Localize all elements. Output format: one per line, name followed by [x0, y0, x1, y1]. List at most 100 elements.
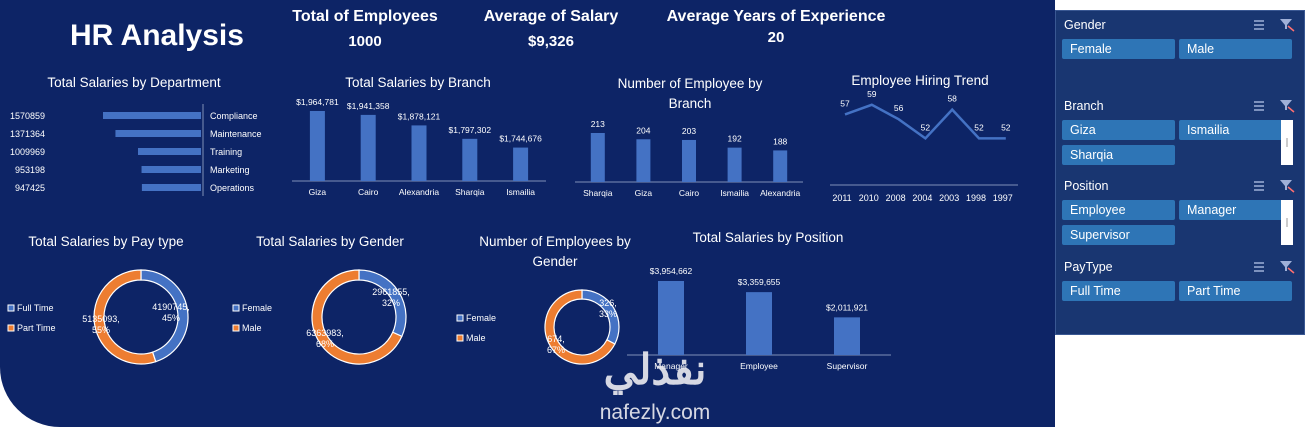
category-label: Ismailia	[720, 188, 749, 198]
category-label: Cairo	[358, 187, 379, 197]
chart-title-paytype: Total Salaries by Pay type	[28, 234, 183, 249]
data-label: $1,744,676	[499, 134, 542, 144]
chart-hiring: 57 2011 59 2010 56 2008 52 2004 58 2003 52 1998 52 19…	[830, 89, 1018, 203]
bar	[141, 184, 201, 191]
trend-line	[844, 103, 1006, 141]
kpi-salary: Average of Salary $9,326	[484, 8, 619, 50]
chart-title-line: Gender	[532, 254, 578, 269]
data-label: 4190745,	[152, 302, 190, 312]
category-label: Alexandria	[760, 188, 800, 198]
data-label: 326,	[599, 298, 617, 308]
kpi-label: Average of Salary	[484, 8, 619, 25]
data-label: 947425	[15, 183, 45, 193]
category-label: Sharqia	[455, 187, 485, 197]
kpi-employees: Total of Employees 1000	[292, 8, 438, 50]
legend-label: Full Time	[17, 303, 54, 313]
kpi-label: Average Years of Experience	[667, 8, 886, 25]
dashboard-title: HR Analysis	[70, 19, 244, 52]
chart-title-dept: Total Salaries by Department	[47, 75, 221, 90]
slicer-button-label: Full Time	[1070, 284, 1121, 298]
bar	[636, 139, 651, 182]
category-label: 2004	[912, 193, 932, 203]
data-label: 52	[1001, 122, 1011, 132]
slicer-button-female[interactable]: Female	[1062, 39, 1175, 59]
dashboard-background	[0, 0, 1055, 427]
data-label: 203	[682, 126, 696, 136]
data-label: 2961855,	[372, 287, 410, 297]
data-label: 953198	[15, 165, 45, 175]
slicer-button-bg	[1062, 225, 1175, 245]
data-label: 1371364	[10, 129, 45, 139]
legend-label: Female	[242, 303, 272, 313]
slicer-title: Branch	[1064, 99, 1104, 113]
slicer-canvas: Gender Female Male Branch Giza Ismailia Sharqi…	[1062, 18, 1295, 301]
data-label: $2,011,921	[826, 302, 868, 312]
data-label-pct: 67%	[547, 345, 565, 355]
icon-shape	[1280, 180, 1292, 190]
category-label: Supervisor	[827, 361, 868, 371]
category-label: Operations	[210, 183, 255, 193]
category-label: Giza	[309, 187, 327, 197]
dashboard-canvas: HR Analysis Total of Employees 1000 Aver…	[7, 8, 1018, 424]
category-label: Training	[210, 147, 242, 157]
kpi-value: 1000	[348, 33, 381, 50]
icon-shape	[1280, 100, 1292, 110]
bar	[462, 138, 478, 181]
slicer-button-employee[interactable]: Employee	[1062, 200, 1175, 220]
slicer-button-full-time[interactable]: Full Time	[1062, 281, 1175, 301]
slicer-button-bg	[1062, 200, 1175, 220]
bar	[590, 133, 605, 182]
data-label: 1570859	[10, 111, 45, 121]
slicer-button-ismailia[interactable]: Ismailia	[1179, 120, 1292, 140]
chart-title-position: Total Salaries by Position	[693, 230, 844, 245]
slice	[544, 289, 616, 365]
icon-stroke	[1287, 106, 1295, 113]
bar	[746, 292, 772, 355]
data-label: 1009969	[10, 147, 45, 157]
data-label: $1,964,781	[296, 97, 339, 107]
category-label: 2008	[886, 193, 906, 203]
data-label: 52	[921, 122, 931, 132]
bar	[682, 139, 696, 182]
slicer-button-label: Part Time	[1187, 284, 1241, 298]
data-label: 58	[947, 94, 957, 104]
clear-filter-icon	[1280, 100, 1295, 113]
legend-swatch	[7, 304, 15, 312]
bar	[834, 317, 860, 355]
chart-title-branch-salary: Total Salaries by Branch	[345, 75, 491, 90]
slicer-button-label: Employee	[1070, 203, 1126, 217]
slicer-title: Position	[1064, 179, 1109, 193]
legend-swatch	[456, 314, 464, 322]
data-label: 57	[840, 98, 850, 108]
chart-position: $3,954,662 Manager $3,359,655 Employee $2,01…	[627, 266, 891, 371]
watermark-arabic: نفذلي	[604, 346, 707, 395]
category-label: Maintenance	[210, 129, 262, 139]
category-label: 1997	[993, 193, 1013, 203]
slicer-button-bg	[1062, 39, 1175, 59]
watermark-latin: nafezly.com	[600, 401, 711, 424]
slicer-button-bg	[1062, 281, 1175, 301]
category-label: Cairo	[679, 188, 700, 198]
slicer-button-supervisor[interactable]: Supervisor	[1062, 225, 1175, 245]
slicer-button-label: Supervisor	[1070, 228, 1130, 242]
data-label-pct: 68%	[316, 339, 334, 349]
data-label: 188	[773, 136, 787, 146]
data-label: $1,878,121	[398, 111, 441, 121]
slicer-button-giza[interactable]: Giza	[1062, 120, 1175, 140]
category-label: 1998	[966, 193, 986, 203]
data-label: 674,	[547, 334, 565, 344]
icon-stroke	[1287, 25, 1295, 32]
kpi-experience: Average Years of Experience 20	[667, 8, 886, 46]
slicer-button-part-time[interactable]: Part Time	[1179, 281, 1292, 301]
data-label-pct: 33%	[599, 309, 617, 319]
bar	[513, 147, 529, 181]
legend-swatch	[456, 334, 464, 342]
slicer-button-male[interactable]: Male	[1179, 39, 1292, 59]
slicer-button-bg	[1179, 39, 1292, 59]
clear-filter-icon	[1280, 261, 1295, 274]
category-label: 2010	[859, 193, 879, 203]
slicer-button-manager[interactable]: Manager	[1179, 200, 1292, 220]
slicer-button-sharqia[interactable]: Sharqia	[1062, 145, 1175, 165]
category-label: Alexandria	[399, 187, 439, 197]
legend-label: Male	[466, 333, 486, 343]
